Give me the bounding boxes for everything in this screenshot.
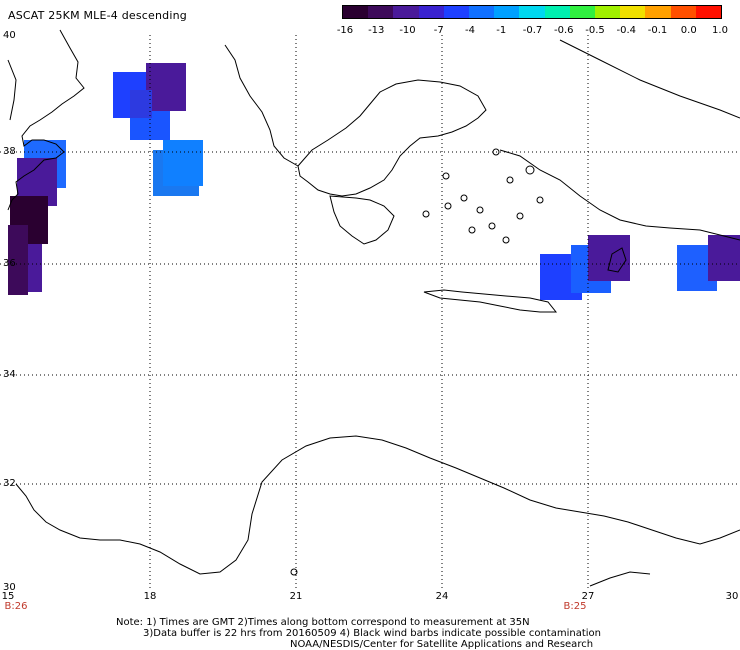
latitude-label: 36 bbox=[3, 258, 16, 269]
colorbar-label: -13 bbox=[368, 25, 385, 36]
note-line-2: 3)Data buffer is 22 hrs from 20160509 4)… bbox=[143, 628, 601, 639]
colorbar-label: -7 bbox=[433, 25, 444, 36]
longitude-label: 18 bbox=[143, 591, 157, 602]
colorbar-label: 1.0 bbox=[712, 25, 728, 36]
swath-cell bbox=[708, 235, 740, 281]
colorbar-segment bbox=[368, 6, 394, 18]
colorbar-segment bbox=[645, 6, 671, 18]
swath-cell bbox=[8, 225, 28, 295]
colorbar-label: -0.7 bbox=[522, 25, 543, 36]
longitude-label: 24 bbox=[435, 591, 449, 602]
colorbar-label: -0.4 bbox=[616, 25, 637, 36]
longitude-label: 30 bbox=[725, 591, 739, 602]
latitude-label: 34 bbox=[3, 369, 16, 380]
colorbar-segment bbox=[469, 6, 495, 18]
colorbar-segment bbox=[544, 6, 570, 18]
latitude-label: 40 bbox=[3, 30, 16, 41]
colorbar-label: -1 bbox=[496, 25, 507, 36]
note-line-1: Note: 1) Times are GMT 2)Times along bot… bbox=[116, 617, 530, 628]
latitude-label: 32 bbox=[3, 478, 16, 489]
colorbar-segment bbox=[418, 6, 444, 18]
colorbar-segment bbox=[670, 6, 696, 18]
colorbar-label: 0.0 bbox=[680, 25, 697, 36]
colorbar-segment bbox=[443, 6, 470, 18]
colorbar-label: -0.5 bbox=[585, 25, 605, 36]
colorbar-segment bbox=[695, 6, 722, 18]
longitude-label: 15 bbox=[1, 591, 15, 602]
colorbar-label: -0.6 bbox=[553, 25, 574, 36]
longitude-label: 21 bbox=[289, 591, 303, 602]
colorbar-label: -4 bbox=[465, 25, 475, 36]
colorbar-segment bbox=[519, 6, 545, 18]
colorbar-segment bbox=[393, 6, 419, 18]
time-label-right: B:25 bbox=[563, 601, 587, 612]
colorbar-label: -10 bbox=[399, 25, 416, 36]
swath-cell bbox=[130, 90, 152, 118]
note-line-3: NOAA/NESDIS/Center for Satellite Applica… bbox=[290, 639, 594, 650]
map-title: ASCAT 25KM MLE-4 descending bbox=[8, 9, 187, 22]
colorbar-segment bbox=[494, 6, 520, 18]
longitude-label: 27 bbox=[581, 591, 595, 602]
swath-cell bbox=[163, 140, 203, 186]
data-swaths bbox=[8, 63, 740, 300]
colorbar-segment bbox=[620, 6, 646, 18]
colorbar-segment bbox=[569, 6, 596, 18]
colorbar-label: -16 bbox=[336, 25, 354, 36]
time-label-left: B:26 bbox=[4, 601, 28, 612]
latitude-label: 30 bbox=[3, 582, 16, 593]
latitude-label: 38 bbox=[3, 146, 16, 157]
colorbar-label: -0.1 bbox=[647, 25, 668, 36]
swath-cell bbox=[588, 235, 630, 281]
swath-cell bbox=[146, 63, 186, 111]
colorbar-segment bbox=[343, 6, 369, 18]
colorbar bbox=[342, 5, 722, 19]
colorbar-segment bbox=[595, 6, 621, 18]
graticule bbox=[0, 35, 740, 588]
coastlines bbox=[7, 29, 740, 587]
